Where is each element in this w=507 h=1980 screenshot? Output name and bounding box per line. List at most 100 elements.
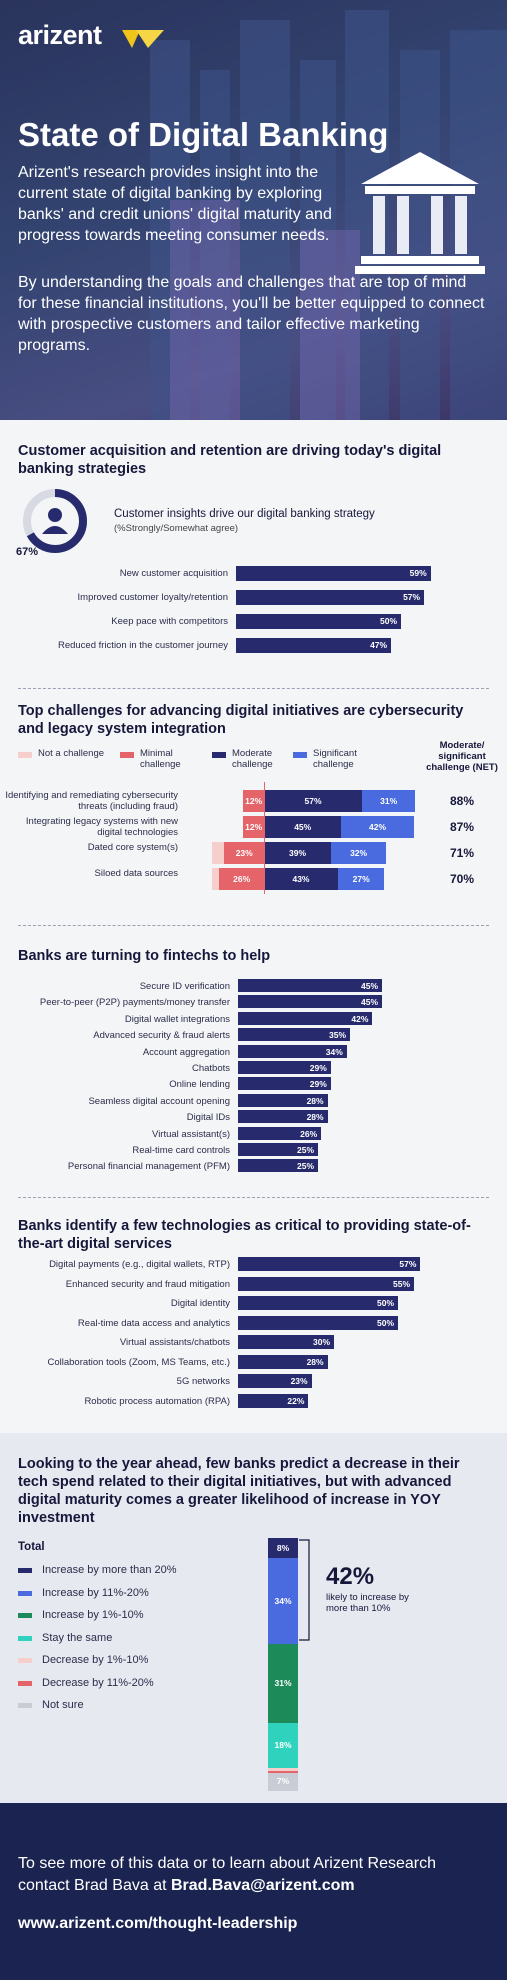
bar-value-label: 30% — [312, 1337, 330, 1347]
bar-segment: 31% — [362, 790, 416, 812]
bar-segment: 32% — [331, 842, 387, 864]
bar — [238, 1044, 347, 1058]
callout-bracket — [299, 1539, 310, 1641]
bar-label: Chatbots — [191, 1063, 230, 1074]
footer: To see more of this data or to learn abo… — [0, 1803, 507, 1980]
row-label: Siloed data sources — [94, 868, 178, 879]
bar — [238, 1126, 322, 1140]
bar-value-label: 45% — [360, 981, 378, 991]
page-title: State of Digital Banking — [18, 116, 389, 153]
callout-value: 42% — [326, 1563, 375, 1590]
arizent-logo[interactable]: arizent — [18, 20, 102, 50]
column-segment — [268, 1768, 298, 1771]
intro-text: Arizent's research provides insight into… — [18, 164, 332, 244]
bar-segment: 45% — [264, 816, 342, 838]
legend-label: Decrease by 1%-10% — [42, 1654, 149, 1666]
website-link[interactable]: www.arizent.com/thought-leadership — [18, 1915, 298, 1932]
divider — [18, 925, 489, 926]
bar-label: Digital payments (e.g., digital wallets,… — [49, 1259, 230, 1270]
bar-value-label: 28% — [306, 1095, 324, 1106]
net-value: 87% — [450, 820, 475, 834]
bar — [238, 1061, 331, 1074]
bar-label: Reduced friction in the customer journey — [57, 640, 228, 651]
bar — [238, 1011, 373, 1025]
section-title: Customer acquisition and retention are d… — [18, 443, 442, 477]
bar-label: Online lending — [169, 1079, 230, 1091]
bar — [236, 590, 425, 605]
legend-swatch — [18, 1680, 32, 1686]
legend-swatch — [212, 752, 226, 758]
bar-value-label: 25% — [296, 1161, 314, 1172]
section-tech-spend: Looking to the year ahead, few banks pre… — [0, 1433, 507, 1803]
column-segment: 8% — [268, 1538, 298, 1559]
net-value: 70% — [450, 872, 475, 886]
legend-label: Not sure — [42, 1699, 84, 1711]
section-top-challenges: Top challenges for advancing digital ini… — [0, 690, 507, 910]
bar-value-label: 50% — [376, 1298, 394, 1308]
bar-label: Personal financial management (PFM) — [67, 1161, 230, 1173]
column-segment: 34% — [268, 1558, 298, 1645]
bar-segment: 43% — [264, 868, 338, 890]
contact-email-link[interactable]: Brad.Bava@arizent.com — [170, 1877, 355, 1894]
legend-swatch — [18, 752, 32, 758]
callout-text: likely to increase by more than 10% — [326, 1592, 409, 1614]
bar-label: Seamless digital account opening — [88, 1095, 230, 1107]
bank-building-icon — [355, 152, 485, 274]
legend-label: Not a challenge — [38, 748, 105, 759]
bar-segment: 12% — [243, 790, 264, 812]
bar-value-label: 22% — [287, 1395, 305, 1406]
legend-swatch — [18, 1590, 32, 1596]
bar-segment: 39% — [264, 842, 332, 864]
bar-label: Digital wallet integrations — [124, 1013, 230, 1025]
bar-value-label: 23% — [290, 1376, 308, 1386]
bar-label: Keep pace with competitors — [111, 616, 228, 627]
legend-label: Moderate challenge — [232, 748, 273, 770]
legend-label: Significant challenge — [313, 748, 357, 770]
bar-label: Digital identity — [170, 1298, 230, 1309]
legend-label: Increase by more than 20% — [42, 1564, 177, 1576]
bar — [238, 1315, 398, 1330]
bar — [238, 1257, 421, 1271]
footer-line1: To see more of this data or to learn abo… — [18, 1855, 437, 1872]
legend-label: Stay the same — [42, 1631, 113, 1644]
bar-label: Virtual assistants/chatbots — [119, 1337, 230, 1348]
bar-label: Real-time card controls — [132, 1145, 230, 1156]
bar-label: 5G networks — [176, 1376, 230, 1387]
bar-label: Digital IDs — [186, 1112, 230, 1124]
bar-label: Virtual assistant(s) — [152, 1128, 230, 1140]
bar-segment — [212, 842, 225, 864]
bar — [236, 566, 431, 581]
bar — [238, 1143, 318, 1156]
bar-label: Peer-to-peer (P2P) payments/money transf… — [39, 997, 230, 1009]
bar — [238, 1374, 312, 1388]
bar-value-label: 59% — [409, 568, 427, 578]
person-icon — [48, 508, 62, 522]
legend-swatch — [18, 1635, 32, 1641]
bar — [236, 614, 401, 629]
net-value: 88% — [450, 794, 475, 808]
row-label: Integrating legacy systems with new digi… — [25, 816, 178, 838]
bar — [238, 1110, 328, 1124]
net-header: Moderate/ significant challenge (NET) — [426, 740, 498, 773]
bar-segment: 57% — [264, 790, 363, 812]
legend-swatch — [18, 1568, 32, 1573]
bar-value-label: 35% — [328, 1030, 346, 1041]
bar-segment: 42% — [341, 816, 414, 838]
bar-value-label: 45% — [360, 997, 378, 1008]
bar-value-label: 47% — [370, 640, 388, 650]
bar-value-label: 28% — [306, 1356, 324, 1367]
legend-label: Increase by 11%-20% — [42, 1586, 149, 1599]
bar — [238, 1393, 309, 1408]
footer-contact-text: contact Brad Bava at — [18, 1877, 171, 1894]
row-label: Identifying and remediating cybersecurit… — [5, 790, 178, 812]
bar-label: Account aggregation — [142, 1046, 230, 1058]
bar — [238, 1354, 328, 1369]
callout-title: Customer insights drive our digital bank… — [114, 508, 375, 520]
legend-swatch — [120, 752, 134, 758]
bar-segment: 26% — [219, 868, 264, 890]
bar-value-label: 55% — [392, 1278, 410, 1289]
legend-label: Increase by 1%-10% — [42, 1609, 144, 1621]
section-title: Banks are turning to fintechs to help — [18, 948, 271, 964]
section-fintechs: Banks are turning to fintechs to help Se… — [0, 927, 507, 1192]
bar-label: Enhanced security and fraud mitigation — [65, 1278, 230, 1290]
